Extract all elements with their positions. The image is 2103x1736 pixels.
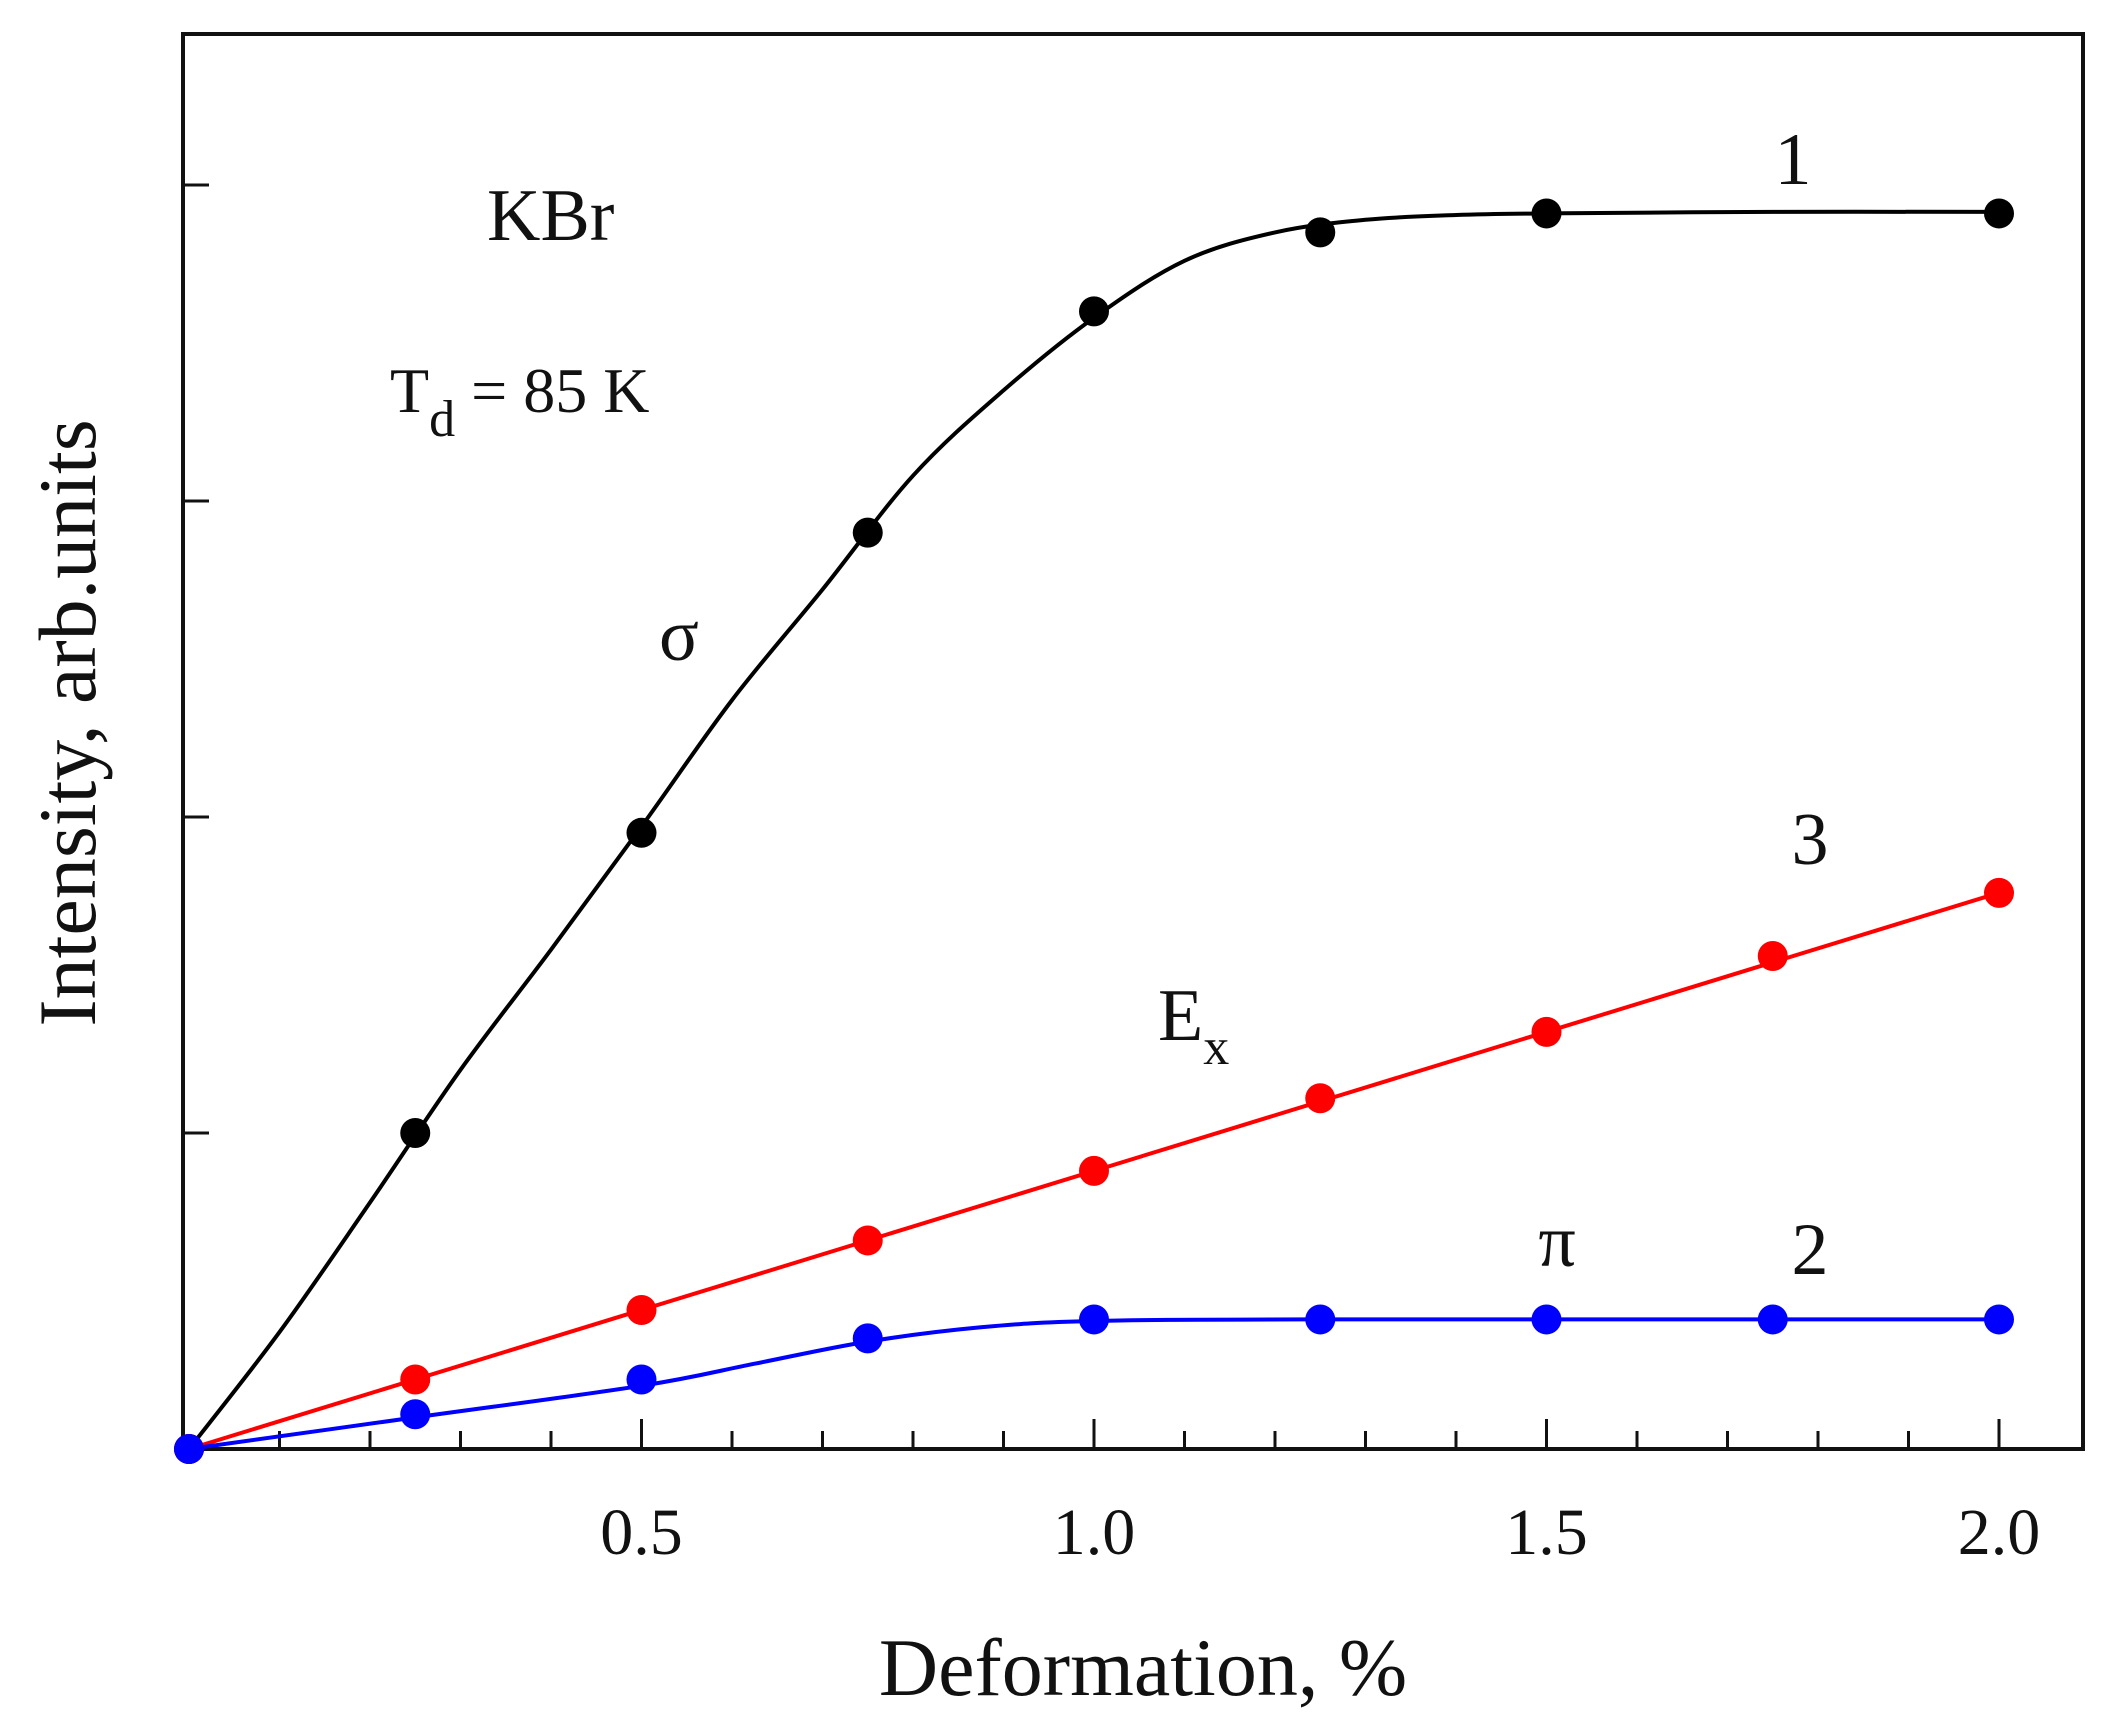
series-1-point: [1531, 198, 1562, 229]
series-2-point: [1757, 1304, 1788, 1335]
series-2-point: [626, 1364, 657, 1395]
series-3-point: [1757, 941, 1788, 972]
series-3-point: [626, 1294, 657, 1325]
series-1-number-label: 1: [1775, 119, 1812, 201]
plot-frame: [181, 32, 2085, 1451]
series-2-symbol-label: π: [1538, 1201, 1575, 1283]
x-tick-label: 2.0: [1958, 1496, 2041, 1569]
temperature-value: = 85 K: [455, 355, 649, 426]
series-2-point: [1984, 1304, 2014, 1335]
series-2-point: [400, 1399, 431, 1430]
series-3-symbol-main: E: [1158, 975, 1203, 1057]
x-tick-label: 1.0: [1053, 1496, 1136, 1569]
series-3-point: [1531, 1016, 1562, 1047]
series-2-point: [1531, 1304, 1562, 1335]
series-1-curve: [187, 209, 2000, 1451]
temperature-label: Td = 85 K: [390, 355, 649, 448]
series-2-curve: [188, 1317, 2000, 1451]
series-3-point: [852, 1225, 883, 1256]
x-axis-title: Deformation, %: [879, 1622, 1407, 1713]
series-2-point: [1305, 1304, 1336, 1335]
series-1-point: [626, 817, 657, 848]
series-3-symbol-label: Ex: [1158, 975, 1229, 1076]
series-1-symbol-label: σ: [659, 595, 699, 677]
series-2-point: [1079, 1304, 1109, 1335]
series-1-point: [1305, 217, 1336, 248]
series-3-point: [400, 1364, 431, 1395]
material-label: KBr: [487, 175, 614, 257]
y-axis-title: Intensity, arb.units: [22, 419, 113, 1026]
series-3-symbol-subscript: x: [1203, 1019, 1229, 1076]
series-2-number-label: 2: [1792, 1209, 1829, 1291]
series-2-point: [852, 1323, 883, 1354]
axes-layer: [181, 32, 2085, 1451]
ticks-layer: 0.5 1.0 1.5 2.0: [183, 183, 2041, 1569]
points-layer: [174, 198, 2014, 1464]
series-1-point: [1079, 296, 1109, 327]
series-3-point: [1984, 877, 2014, 908]
series-1-point: [1984, 198, 2014, 229]
series-3-point: [1079, 1155, 1109, 1186]
temperature-subscript: d: [429, 391, 455, 448]
series-3-point: [1305, 1083, 1336, 1114]
temperature-symbol: T: [390, 355, 429, 426]
series-1-point: [400, 1118, 431, 1148]
series-3-number-label: 3: [1792, 799, 1829, 881]
x-tick-label: 0.5: [600, 1496, 683, 1569]
series-1-point: [852, 517, 883, 548]
x-tick-label: 1.5: [1505, 1496, 1588, 1569]
series-2-point: [174, 1434, 204, 1464]
